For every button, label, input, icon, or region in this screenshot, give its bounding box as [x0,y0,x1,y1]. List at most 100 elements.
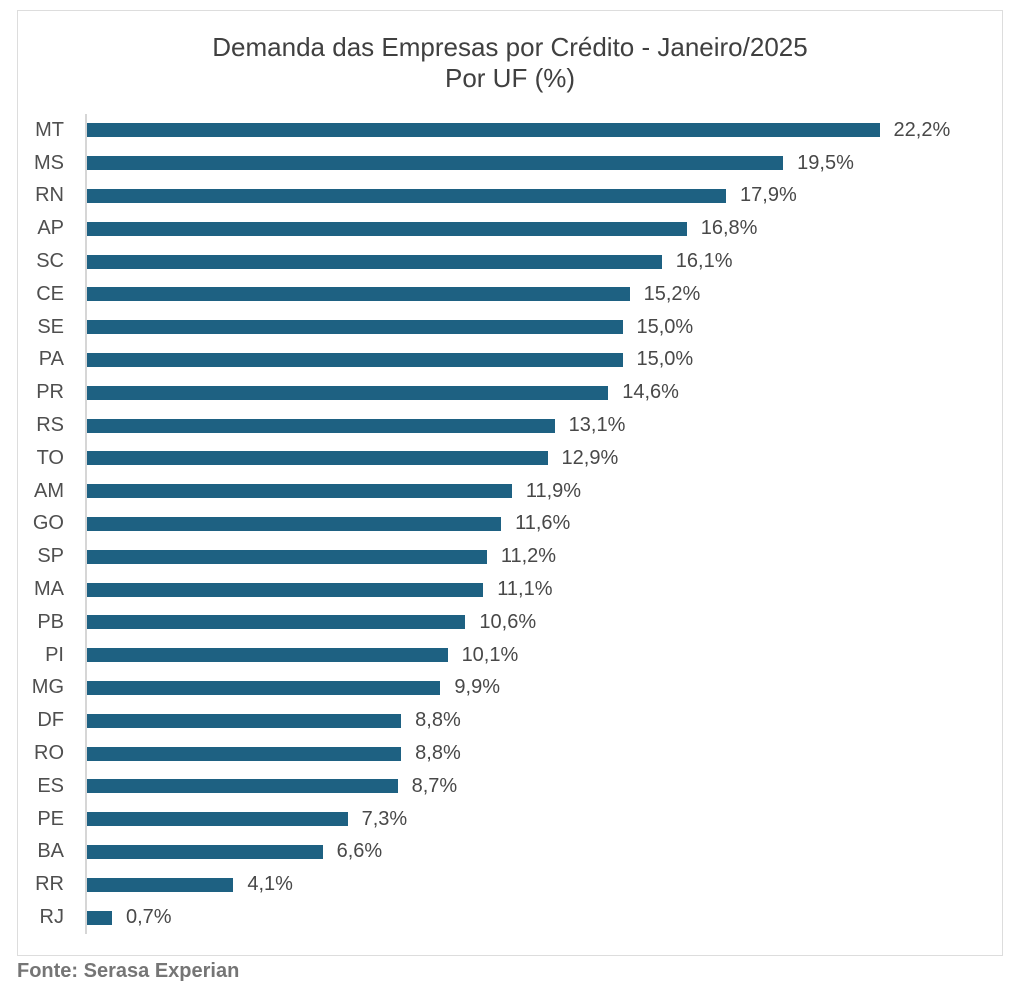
bar-track: 11,2% [85,540,1002,574]
bar [87,582,484,597]
bar-row: MT 22,2% [18,114,1002,147]
value-label: 11,1% [497,578,553,601]
value-label: 16,1% [675,250,733,273]
bar-track: 14,6% [85,376,1002,410]
value-label: 17,9% [740,184,797,207]
bar-row: AM 11,9% [18,474,1002,508]
bar-row: PA 15,0% [18,343,1002,377]
bar-row: PE 7,3% [18,802,1002,836]
bar [87,221,687,236]
bar-track: 4,1% [85,868,1002,902]
bar-row: ES 8,7% [18,769,1002,803]
uf-label: MG [31,676,64,699]
value-label: 8,8% [415,709,461,732]
value-label: 11,9% [525,479,582,502]
bar-track: 8,7% [85,769,1002,803]
bar [87,451,548,466]
value-label: 16,8% [700,217,758,240]
uf-label: PE [37,807,64,830]
bar-track: 12,9% [85,441,1002,475]
bar-row: PR 14,6% [18,376,1002,410]
bar [87,844,323,859]
bar-row: PI 10,1% [18,638,1002,672]
bar-track: 10,6% [85,605,1002,639]
bar-track: 0,7% [85,901,1002,934]
bar-track: 11,9% [85,474,1002,508]
chart-title: Demanda das Empresas por Crédito - Janei… [18,32,1002,94]
uf-label: RN [35,184,64,207]
bar-row: RS 13,1% [18,409,1002,442]
uf-label: PA [38,348,64,371]
bar [87,484,512,499]
plot-rows: MT 22,2% MS 19,5% RN 17,9% AP 16,8% SC 16,1% CE 15,… [18,114,1002,934]
bar-track: 15,2% [85,277,1002,311]
uf-label: RJ [39,906,64,929]
bar-row: RJ 0,7% [18,901,1002,934]
value-label: 11,6% [515,512,571,535]
uf-label: SE [37,315,64,338]
chart-title-line1: Demanda das Empresas por Crédito - Janei… [212,32,808,62]
bar [87,123,880,138]
value-label: 10,6% [479,610,537,633]
value-label: 22,2% [893,118,951,141]
bar-row: DF 8,8% [18,704,1002,738]
bar-track: 22,2% [85,114,1002,147]
uf-label: BA [37,840,64,863]
bar [87,516,502,531]
bar-row: RO 8,8% [18,737,1002,770]
uf-label: CE [36,282,64,305]
bar [87,713,402,728]
value-label: 15,0% [636,348,694,371]
bar-track: 13,1% [85,409,1002,442]
bar [87,615,466,630]
uf-label: PB [37,610,64,633]
bar-track: 11,1% [85,573,1002,606]
bar-row: GO 11,6% [18,507,1002,541]
bar-row: MS 19,5% [18,146,1002,180]
chart-frame: Demanda das Empresas por Crédito - Janei… [17,10,1003,956]
bar [87,156,784,171]
bar [87,188,727,203]
bar-track: 16,1% [85,245,1002,278]
bar-row: SC 16,1% [18,245,1002,278]
uf-label: PR [36,381,64,404]
uf-label: DF [37,709,64,732]
value-label: 15,2% [643,282,701,305]
bar [87,680,441,695]
uf-label: GO [32,512,64,535]
chart-title-line2: Por UF (%) [445,63,575,93]
value-label: 19,5% [797,151,854,174]
bar-row: SP 11,2% [18,540,1002,574]
value-label: 11,2% [500,545,557,568]
uf-label: MS [34,151,64,174]
bar [87,812,348,827]
value-label: 15,0% [636,315,694,338]
bar-row: PB 10,6% [18,605,1002,639]
bar-row: SE 15,0% [18,310,1002,344]
value-label: 14,6% [622,381,679,404]
bar-track: 8,8% [85,704,1002,738]
bar [87,549,487,564]
bar-track: 15,0% [85,343,1002,377]
bar-row: MA 11,1% [18,573,1002,606]
bar [87,779,398,794]
uf-label: AM [34,479,64,502]
bar-track: 16,8% [85,212,1002,246]
uf-label: MA [34,578,64,601]
uf-label: RS [36,414,64,437]
bar-row: MG 9,9% [18,671,1002,705]
uf-label: SC [36,250,64,273]
uf-label: SP [37,545,64,568]
bar-row: AP 16,8% [18,212,1002,246]
bar-row: RR 4,1% [18,868,1002,902]
bar-track: 17,9% [85,179,1002,213]
uf-label: AP [37,217,64,240]
bar [87,385,609,400]
value-label: 8,7% [411,774,458,797]
bar-track: 8,8% [85,737,1002,770]
bar-track: 19,5% [85,146,1002,180]
uf-label: RR [35,873,64,896]
bar-row: RN 17,9% [18,179,1002,213]
value-label: 9,9% [454,676,501,699]
uf-label: MT [35,118,64,141]
